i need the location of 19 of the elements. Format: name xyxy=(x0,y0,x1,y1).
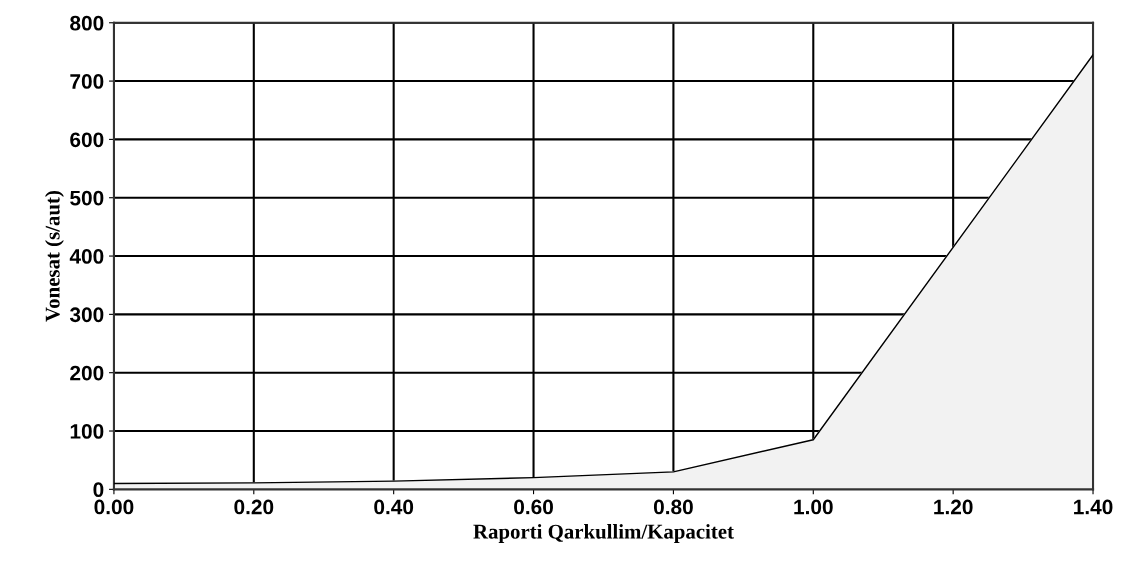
x-axis-title: Raporti Qarkullim/Kapacitet xyxy=(473,524,734,543)
y-tick-label: 700 xyxy=(70,74,104,89)
y-tick-label: 300 xyxy=(69,307,104,323)
x-tick-label: 0.20 xyxy=(234,499,274,515)
x-tick-label: 1.40 xyxy=(1074,499,1113,515)
y-tick-label: 0 xyxy=(93,482,104,498)
y-tick-label: 200 xyxy=(70,365,104,381)
y-axis-title: Vonesat (s/aut) xyxy=(45,191,64,322)
y-tick-label: 600 xyxy=(70,132,104,148)
x-tick-label: 1.20 xyxy=(934,499,973,515)
y-tick-label: 800 xyxy=(70,15,104,31)
x-tick-label: 0.00 xyxy=(94,499,134,515)
y-tick-label: 100 xyxy=(70,424,104,439)
x-tick-label: 1.00 xyxy=(794,499,833,515)
y-tick-label: 500 xyxy=(70,190,104,206)
x-tick-label: 0.40 xyxy=(374,499,414,515)
x-tick-label: 0.80 xyxy=(653,499,693,515)
y-tick-label: 400 xyxy=(69,249,104,264)
x-tick-label: 0.60 xyxy=(514,499,553,515)
